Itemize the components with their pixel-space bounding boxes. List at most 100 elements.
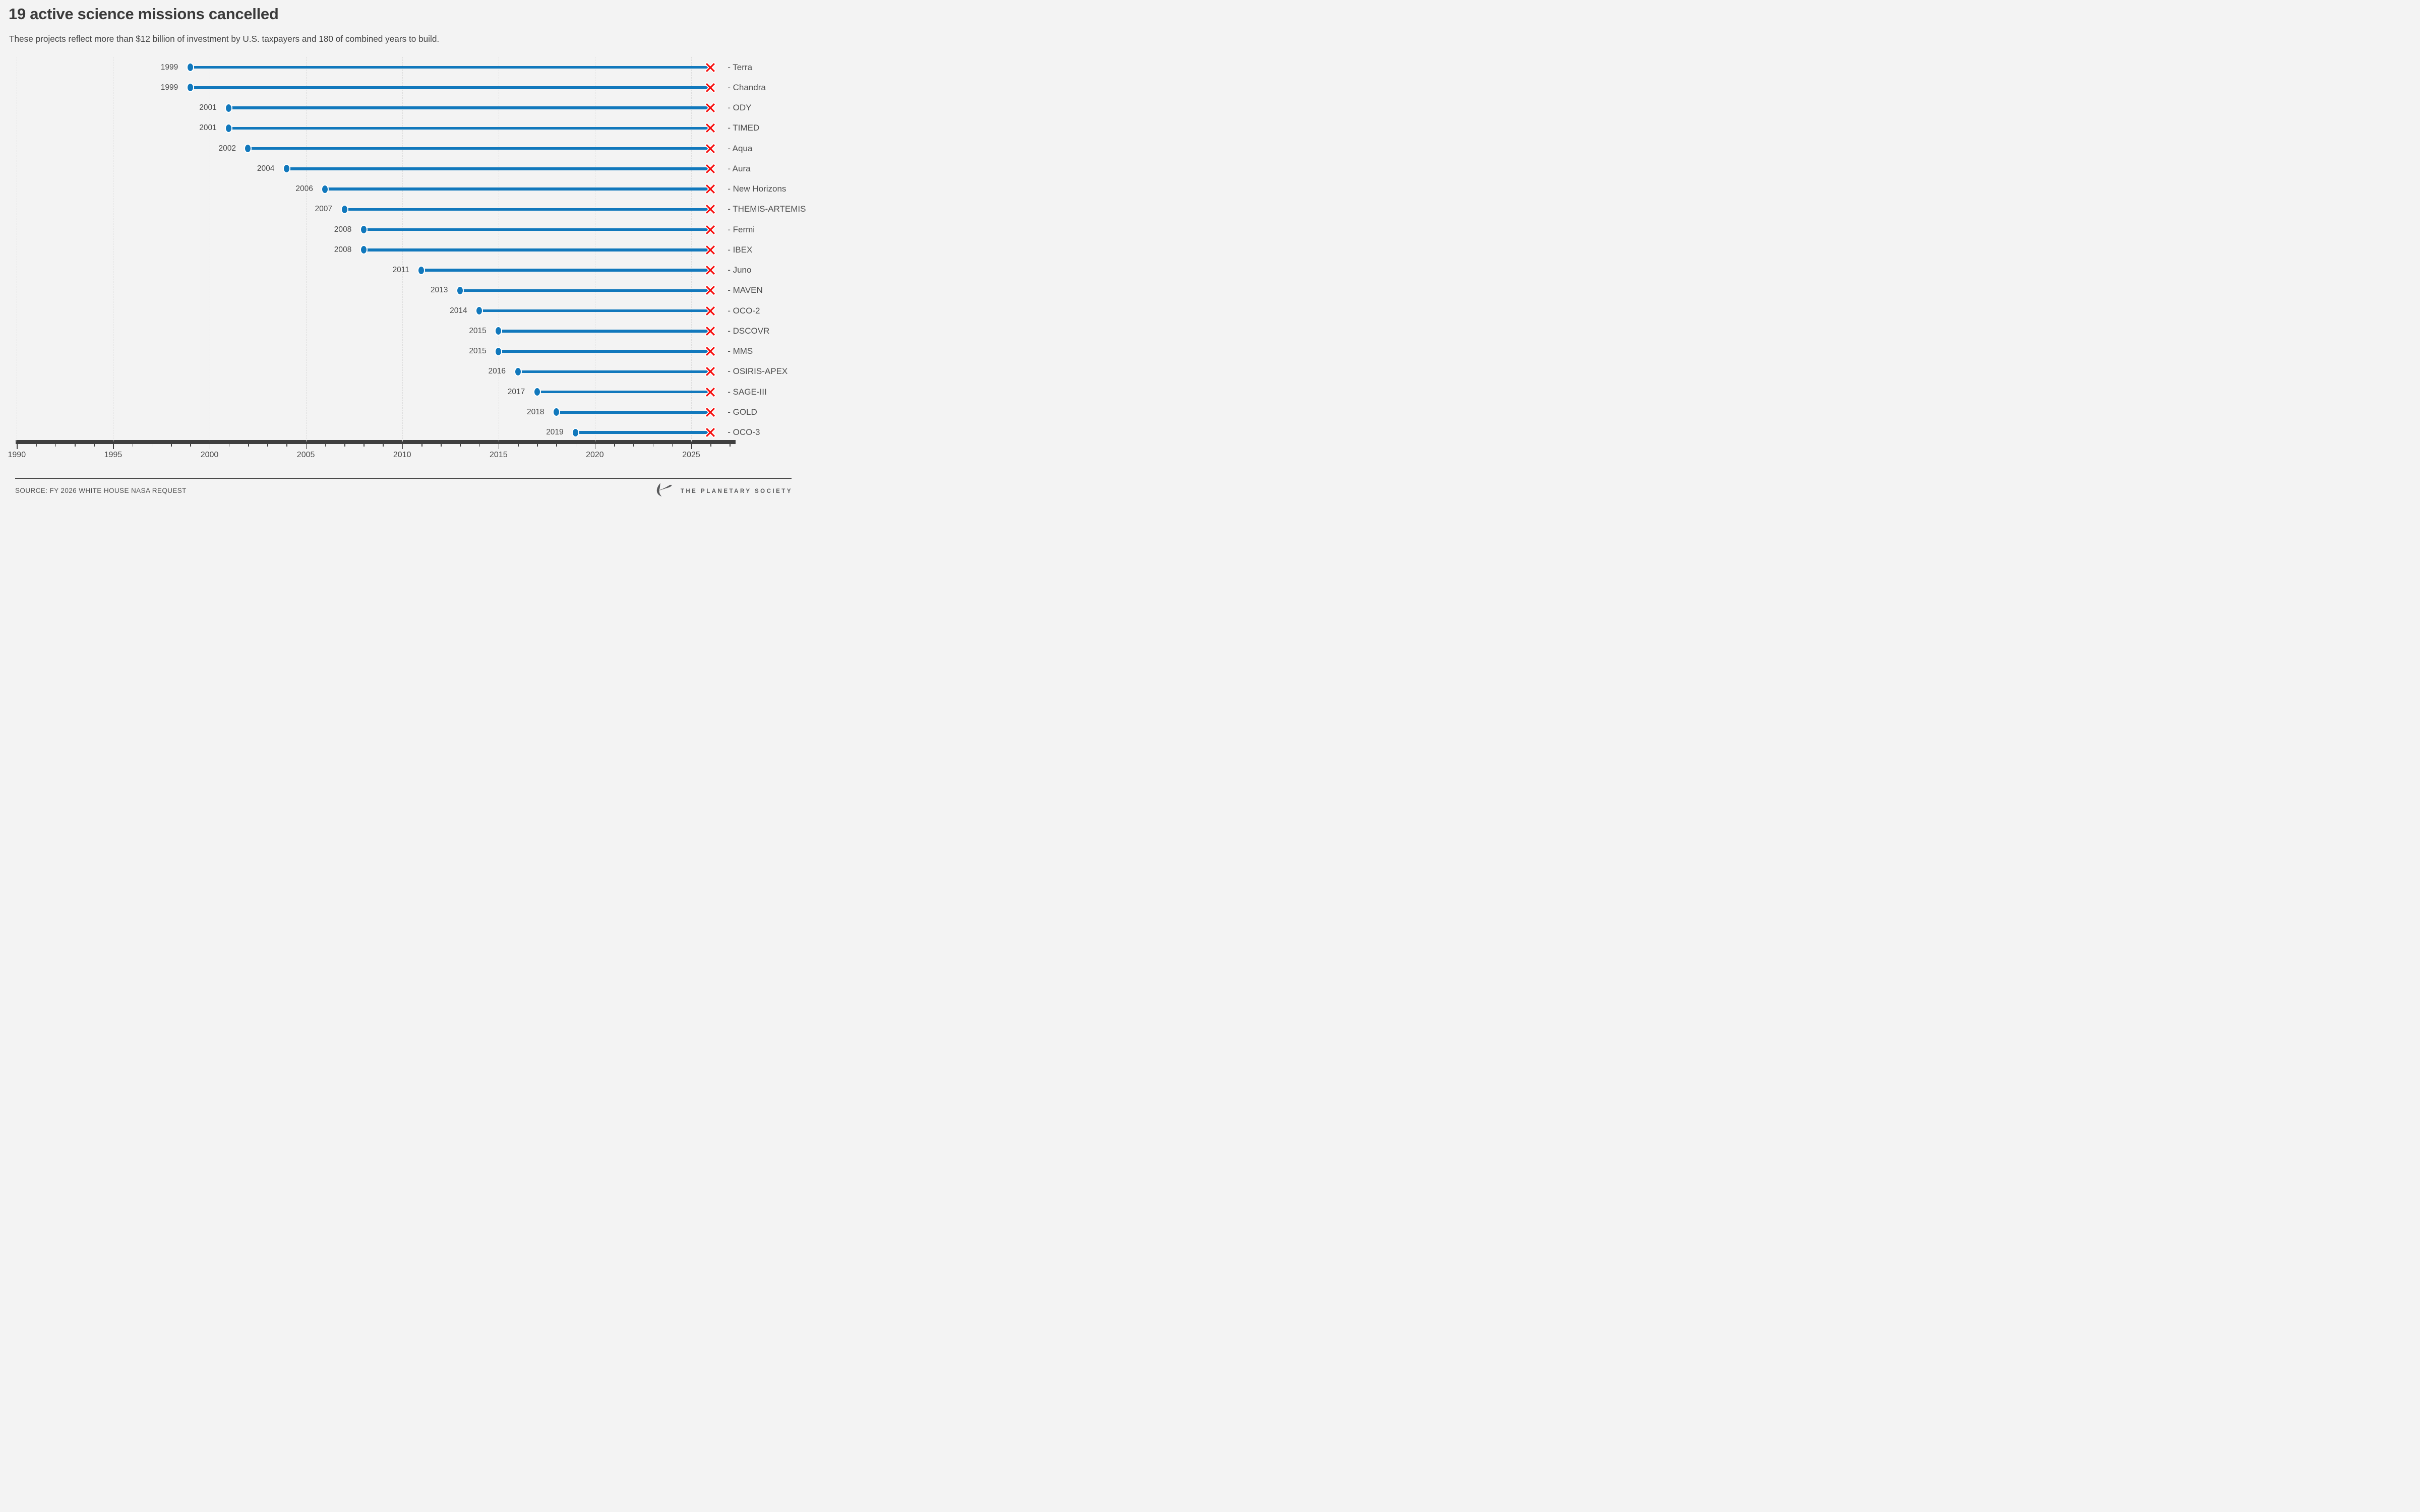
- mission-name-label: - MMS: [728, 346, 753, 356]
- axis-tick-label: 2020: [586, 451, 604, 459]
- launch-dot: [417, 265, 426, 275]
- mission-name-label: - TIMED: [728, 123, 760, 133]
- mission-name-label: - DSCOVR: [728, 326, 770, 336]
- mission-duration-bar: [537, 390, 711, 394]
- launch-year-label: 2018: [526, 407, 544, 416]
- axis-tick-label: 1990: [8, 451, 26, 459]
- launch-dot: [186, 83, 194, 93]
- axis-tick-1995: [113, 444, 114, 449]
- launch-year-label: 2015: [469, 347, 487, 356]
- axis-tick-2014: [479, 444, 480, 447]
- mission-name-label: - OCO-2: [728, 305, 760, 316]
- axis-tick-label: 1995: [104, 451, 123, 459]
- mission-duration-bar: [421, 269, 711, 272]
- cancel-x-icon: [705, 61, 716, 73]
- mission-name-label: - GOLD: [728, 407, 757, 417]
- timeline-chart: 1999 - Terra 1999 - Chandra 2001 - ODY 2001 - T…: [0, 0, 807, 504]
- cancel-x-icon: [705, 427, 716, 438]
- page-title: 19 active science missions cancelled: [9, 5, 279, 23]
- launch-year-label: 2013: [430, 286, 448, 295]
- cancel-x-icon: [705, 244, 716, 256]
- launch-dot: [456, 285, 464, 295]
- launch-dot: [552, 407, 560, 417]
- mission-name-label: - Juno: [728, 265, 752, 275]
- axis-tick-2012: [441, 444, 442, 447]
- mission-duration-bar: [190, 66, 711, 69]
- cancel-x-icon: [705, 122, 716, 134]
- axis-tick-2017: [537, 444, 538, 447]
- axis-tick-2020: [594, 444, 596, 449]
- mission-duration-bar: [479, 309, 711, 312]
- axis-tick-2025: [691, 444, 692, 449]
- gridline-2005: [306, 57, 307, 442]
- launch-year-label: 1999: [160, 62, 178, 72]
- cancel-x-icon: [705, 102, 716, 114]
- cancel-x-icon: [705, 366, 716, 377]
- axis-tick-2016: [518, 444, 519, 447]
- mission-duration-bar: [518, 370, 711, 373]
- launch-year-label: 2001: [199, 123, 217, 133]
- cancel-x-icon: [705, 163, 716, 174]
- launch-dot: [475, 306, 483, 316]
- mission-duration-bar: [228, 106, 711, 109]
- launch-dot: [282, 164, 290, 174]
- axis-tick-1990: [17, 444, 18, 449]
- launch-year-label: 2016: [488, 367, 506, 376]
- planetary-society-wordmark: THE PLANETARY SOCIETY: [680, 488, 793, 494]
- mission-duration-bar: [286, 167, 711, 170]
- axis-tick-2023: [652, 444, 654, 447]
- cancel-x-icon: [705, 346, 716, 357]
- cancel-x-icon: [705, 305, 716, 317]
- mission-duration-bar: [460, 289, 711, 292]
- launch-dot: [225, 123, 233, 133]
- launch-dot: [359, 245, 368, 255]
- cancel-x-icon: [705, 265, 716, 276]
- axis-tick-1993: [74, 444, 76, 447]
- axis-tick-2015: [498, 444, 500, 449]
- axis-tick-2018: [556, 444, 558, 447]
- cancel-x-icon: [705, 183, 716, 195]
- launch-year-label: 2014: [450, 306, 467, 315]
- launch-year-label: 2008: [334, 245, 352, 254]
- axis-tick-label: 2010: [393, 451, 411, 459]
- axis-tick-2019: [575, 444, 577, 447]
- mission-duration-bar: [228, 127, 711, 130]
- axis-tick-2004: [286, 444, 287, 447]
- x-axis-line: [16, 440, 736, 444]
- axis-tick-2000: [209, 444, 211, 449]
- mission-name-label: - MAVEN: [728, 285, 763, 295]
- axis-tick-1994: [94, 444, 95, 447]
- launch-dot: [186, 62, 194, 73]
- cancel-x-icon: [705, 82, 716, 93]
- launch-year-label: 2002: [218, 144, 236, 153]
- axis-tick-2007: [344, 444, 345, 447]
- launch-dot: [340, 204, 348, 214]
- axis-tick-2009: [383, 444, 384, 447]
- cancel-x-icon: [705, 143, 716, 154]
- axis-tick-2026: [710, 444, 711, 447]
- cancel-x-icon: [705, 325, 716, 337]
- cancel-x-icon: [705, 285, 716, 296]
- mission-duration-bar: [248, 147, 711, 150]
- axis-tick-1998: [171, 444, 172, 447]
- source-credit: SOURCE: FY 2026 WHITE HOUSE NASA REQUEST: [15, 487, 187, 494]
- infographic-canvas: 19 active science missions cancelled The…: [0, 0, 807, 504]
- launch-dot: [495, 326, 503, 336]
- launch-year-label: 1999: [160, 83, 178, 92]
- cancel-x-icon: [705, 386, 716, 398]
- planetary-society-sail-icon: [656, 483, 676, 499]
- mission-duration-bar: [498, 330, 711, 333]
- mission-duration-bar: [575, 431, 711, 434]
- mission-name-label: - ODY: [728, 103, 752, 113]
- launch-dot: [514, 366, 522, 376]
- mission-duration-bar: [364, 248, 711, 251]
- planetary-society-logo: THE PLANETARY SOCIETY: [656, 483, 793, 499]
- cancel-x-icon: [705, 224, 716, 235]
- axis-tick-2008: [364, 444, 365, 447]
- axis-tick-1991: [36, 444, 37, 447]
- launch-dot: [495, 346, 503, 356]
- axis-tick-label: 2000: [200, 451, 219, 459]
- axis-tick-2001: [228, 444, 230, 447]
- launch-dot: [359, 225, 368, 235]
- launch-dot: [225, 103, 233, 113]
